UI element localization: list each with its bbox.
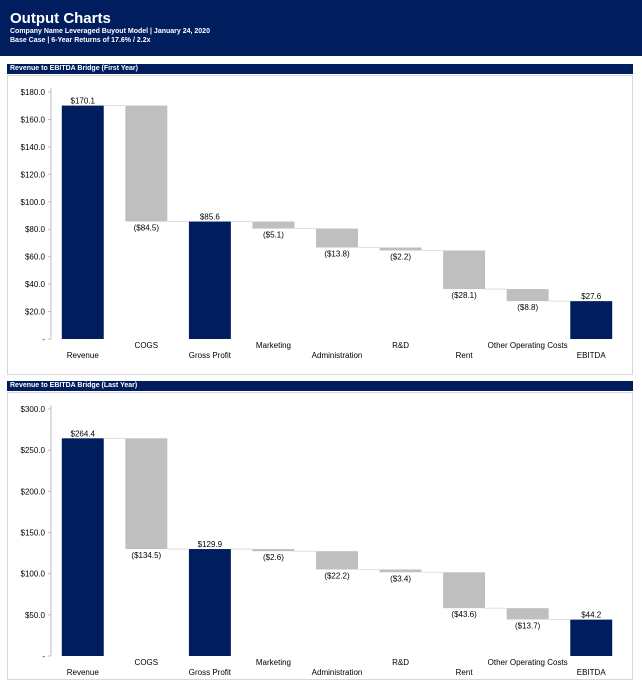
page-subtitle-company: Company Name Leveraged Buyout Model | Ja… (10, 28, 210, 35)
y-tick-label: $20.0 (25, 308, 46, 317)
category-label-gross-profit: Gross Profit (189, 668, 232, 677)
category-label-ebitda: EBITDA (577, 351, 607, 360)
category-label-revenue: Revenue (67, 668, 100, 677)
bar-revenue (61, 105, 104, 340)
y-tick-label: $80.0 (25, 225, 46, 234)
category-label-r-d: R&D (392, 341, 409, 350)
category-label-cogs: COGS (135, 341, 159, 350)
bar-revenue (61, 438, 104, 656)
bar-r-d (379, 569, 422, 573)
y-tick-label: $40.0 (25, 280, 46, 289)
y-tick-label: $50.0 (25, 611, 46, 620)
bar-marketing (252, 221, 295, 229)
bar-marketing (252, 549, 295, 552)
y-tick-label: $200.0 (21, 487, 46, 496)
y-tick-label: $300.0 (21, 405, 46, 414)
value-label-r-d: ($2.2) (390, 252, 411, 261)
bar-administration (316, 228, 358, 248)
y-tick-label: $140.0 (21, 143, 46, 152)
bar-administration (316, 551, 358, 570)
bar-other-operating-costs (506, 289, 549, 302)
bar-cogs (125, 438, 168, 550)
bar-rent (443, 572, 486, 609)
value-label-administration: ($22.2) (324, 571, 350, 580)
value-label-revenue: $170.1 (71, 97, 96, 106)
chart-1-container: - $20.0 $40.0 $60.0 $80.0 $100.0 $120.0 $140.0 $… (7, 75, 633, 375)
bar-cogs (125, 105, 168, 222)
category-label-revenue: Revenue (67, 351, 100, 360)
category-label-rent: Rent (456, 668, 474, 677)
category-label-cogs: COGS (135, 658, 159, 667)
value-label-other-operating-costs: ($13.7) (515, 621, 541, 630)
chart-2-container: - $50.0 $100.0 $150.0 $200.0 $250.0 $300.0 $264… (7, 392, 633, 680)
y-tick-label: $100.0 (21, 198, 46, 207)
category-label-other-operating-costs: Other Operating Costs (488, 658, 568, 667)
bar-rent (443, 250, 486, 290)
value-label-cogs: ($84.5) (134, 224, 160, 233)
value-label-gross-profit: $85.6 (200, 213, 221, 222)
value-label-other-operating-costs: ($8.8) (517, 303, 538, 312)
bar-ebitda (570, 301, 613, 339)
bar-gross-profit (188, 221, 231, 339)
value-label-ebitda: $44.2 (581, 611, 602, 620)
category-label-gross-profit: Gross Profit (189, 351, 232, 360)
category-label-administration: Administration (312, 351, 363, 360)
y-tick-label: - (42, 335, 45, 344)
value-label-revenue: $264.4 (71, 429, 96, 438)
chart-2-title: Revenue to EBITDA Bridge (Last Year) (7, 381, 633, 391)
category-label-r-d: R&D (392, 658, 409, 667)
chart-1-title: Revenue to EBITDA Bridge (First Year) (7, 64, 633, 74)
bar-gross-profit (188, 549, 231, 656)
value-label-cogs: ($134.5) (131, 551, 161, 560)
value-label-rent: ($28.1) (451, 291, 477, 300)
category-label-marketing: Marketing (256, 341, 291, 350)
y-tick-label: $60.0 (25, 253, 46, 262)
value-label-r-d: ($3.4) (390, 574, 411, 583)
value-label-marketing: ($5.1) (263, 231, 284, 240)
y-tick-label: $180.0 (21, 88, 46, 97)
chart-2-svg: - $50.0 $100.0 $150.0 $200.0 $250.0 $300.0 $264… (21, 405, 613, 677)
page-subtitle-case: Base Case | 6-Year Returns of 17.6% / 2.… (10, 37, 151, 44)
value-label-marketing: ($2.6) (263, 553, 284, 562)
bar-other-operating-costs (506, 608, 549, 620)
category-label-other-operating-costs: Other Operating Costs (488, 341, 568, 350)
y-tick-label: $160.0 (21, 115, 46, 124)
y-tick-label: - (42, 652, 45, 661)
chart-1-svg: - $20.0 $40.0 $60.0 $80.0 $100.0 $120.0 $140.0 $… (21, 88, 613, 360)
y-tick-label: $150.0 (21, 529, 46, 538)
bar-ebitda (570, 619, 613, 656)
page-header: Output Charts Company Name Leveraged Buy… (0, 0, 642, 56)
value-label-rent: ($43.6) (451, 610, 477, 619)
category-label-rent: Rent (456, 351, 474, 360)
value-label-ebitda: $27.6 (581, 292, 602, 301)
page-title: Output Charts (10, 10, 111, 27)
y-tick-label: $250.0 (21, 446, 46, 455)
category-label-marketing: Marketing (256, 658, 291, 667)
bar-r-d (379, 247, 422, 251)
y-tick-label: $120.0 (21, 170, 46, 179)
y-tick-label: $100.0 (21, 570, 46, 579)
value-label-administration: ($13.8) (324, 249, 350, 258)
value-label-gross-profit: $129.9 (198, 540, 223, 549)
category-label-ebitda: EBITDA (577, 668, 607, 677)
category-label-administration: Administration (312, 668, 363, 677)
